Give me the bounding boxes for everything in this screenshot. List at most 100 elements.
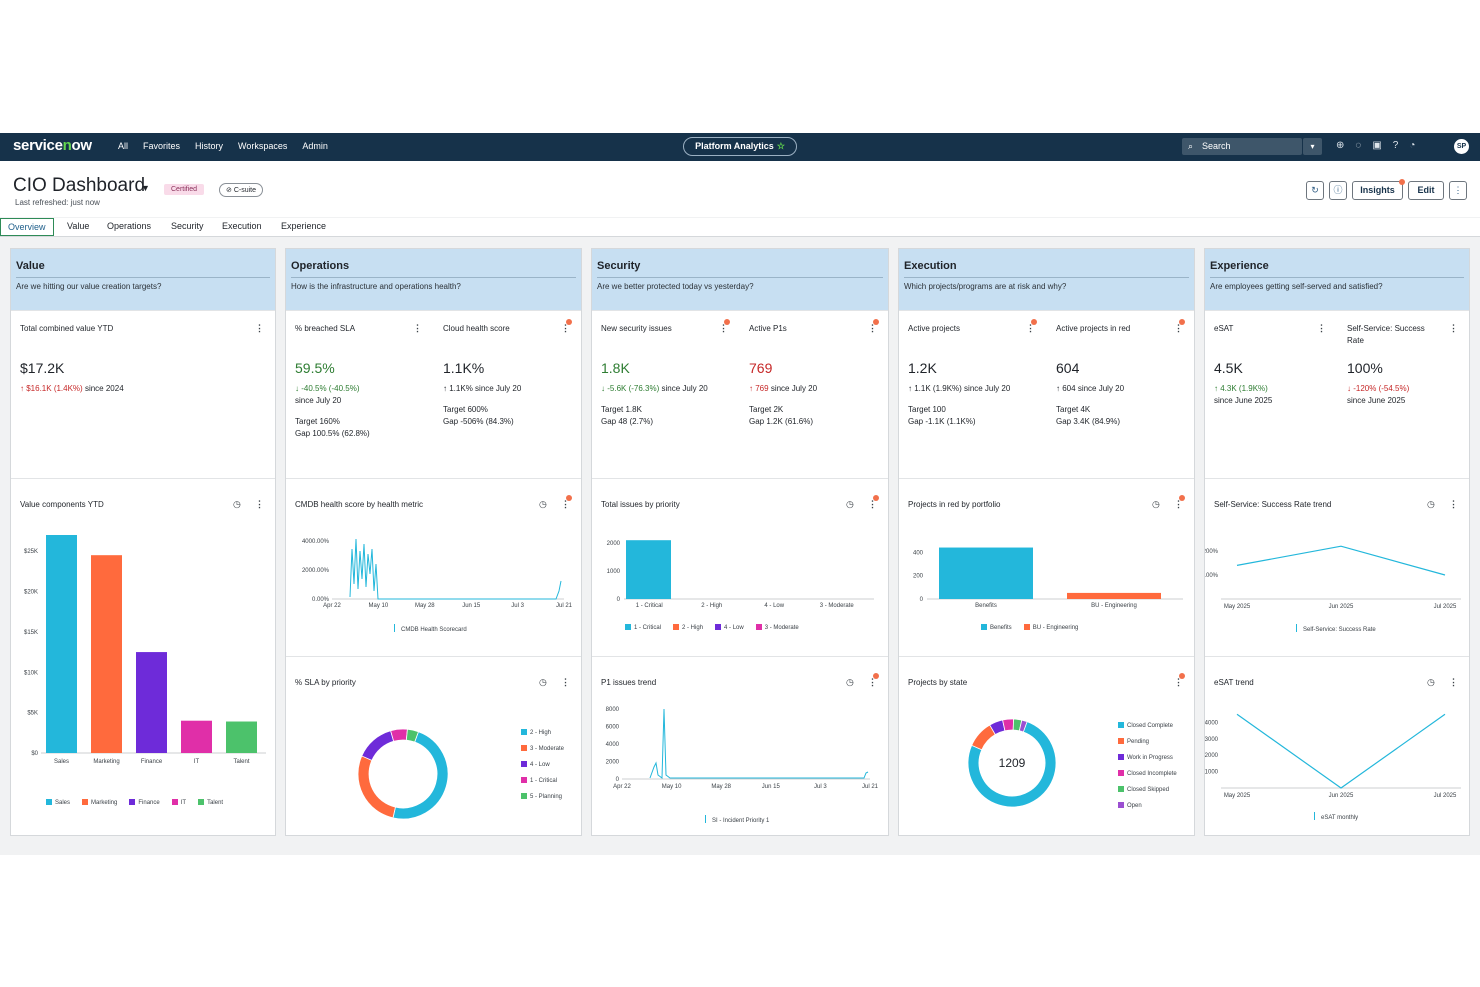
kebab-icon[interactable]: ⋮ [1449, 677, 1458, 687]
tag-badge[interactable]: ⊘ C-suite [219, 183, 263, 197]
x-tick-label: 4 - Low [764, 603, 784, 609]
globe-icon[interactable]: ⊕ [1336, 140, 1345, 151]
legend-item[interactable]: 1 - Critical [625, 624, 661, 632]
legend-item[interactable]: CMDB Health Scorecard [394, 624, 467, 634]
search-scope-dropdown[interactable]: ▾ [1303, 138, 1322, 155]
notification-dot [873, 495, 879, 501]
star-icon[interactable]: ☆ [776, 141, 785, 151]
history-icon[interactable]: ◷ [1152, 499, 1160, 509]
legend-item[interactable]: Work in Progress [1118, 754, 1177, 762]
legend-item[interactable]: Marketing [82, 799, 117, 807]
arrow-up-icon: ↑ [1214, 384, 1218, 393]
target-text: Target 160% [295, 417, 340, 426]
legend-item[interactable]: 3 - Moderate [755, 624, 799, 632]
notification-dot [1031, 319, 1037, 325]
legend-item[interactable]: Open [1118, 802, 1177, 810]
context-pill[interactable]: Platform Analytics ☆ [683, 137, 797, 156]
kebab-icon[interactable]: ⋮ [868, 677, 877, 687]
kebab-icon[interactable]: ⋮ [561, 677, 570, 687]
legend-item[interactable]: 4 - Low [521, 761, 564, 769]
legend-item[interactable]: Self-Service: Success Rate [1296, 624, 1376, 634]
kebab-icon[interactable]: ⋮ [1174, 323, 1183, 333]
legend-swatch [705, 815, 706, 823]
arrow-up-icon: ↑ [20, 384, 24, 393]
tab-overview[interactable]: Overview [0, 218, 54, 236]
tab-value[interactable]: Value [67, 221, 90, 231]
screen-icon[interactable]: ▣ [1372, 140, 1382, 151]
target-text: Target 600% [443, 405, 488, 414]
donut-slice [967, 721, 1057, 808]
insights-button[interactable]: Insights [1352, 179, 1405, 200]
legend-swatch [1314, 812, 1315, 820]
help-icon[interactable]: ? [1392, 140, 1399, 151]
kpi-since: since July 20 [472, 384, 522, 393]
menu-favorites[interactable]: Favorites [143, 141, 181, 151]
legend-item[interactable]: 1 - Critical [521, 777, 564, 785]
kebab-icon[interactable]: ⋮ [1449, 499, 1458, 509]
chat-icon[interactable]: ◌ [1355, 140, 1362, 151]
legend-item[interactable]: 4 - Low [715, 624, 744, 632]
legend-item[interactable]: eSAT monthly [1314, 812, 1358, 822]
legend-item[interactable]: Closed Skipped [1118, 786, 1177, 794]
chevron-down-icon[interactable]: ▼ [141, 183, 150, 193]
column-subtitle: Are employees getting self-served and sa… [1210, 282, 1383, 291]
kpi-delta: ↑ 604 since July 20 [1056, 383, 1124, 395]
legend-item[interactable]: 2 - High [521, 729, 564, 737]
menu-admin[interactable]: Admin [302, 141, 328, 151]
kebab-icon[interactable]: ⋮ [1026, 323, 1035, 333]
legend-item[interactable]: BU - Engineering [1023, 624, 1078, 632]
legend-item[interactable]: 2 - High [673, 624, 703, 632]
legend-item[interactable]: IT [171, 799, 186, 807]
kebab-icon[interactable]: ⋮ [1317, 323, 1326, 333]
kebab-icon[interactable]: ⋮ [719, 323, 728, 333]
history-icon[interactable]: ◷ [846, 499, 854, 509]
avatar[interactable]: SP [1454, 139, 1469, 154]
menu-history[interactable]: History [195, 141, 224, 151]
kebab-icon[interactable]: ⋮ [561, 323, 570, 333]
kebab-icon[interactable]: ⋮ [1449, 323, 1458, 333]
x-tick-label: Apr 22 [323, 603, 341, 609]
kebab-icon[interactable]: ⋮ [868, 323, 877, 333]
arrow-up-icon: ↑ [1056, 384, 1060, 393]
kebab-icon[interactable]: ⋮ [255, 499, 264, 509]
y-tick-label: 400 [913, 550, 924, 556]
history-icon[interactable]: ◷ [539, 677, 547, 687]
legend-item[interactable]: Benefits [981, 624, 1012, 632]
tab-security[interactable]: Security [171, 221, 204, 231]
kebab-icon[interactable]: ⋮ [1174, 499, 1183, 509]
legend-item[interactable]: SI - Incident Priority 1 [705, 815, 769, 825]
legend-item[interactable]: 5 - Planning [521, 793, 564, 801]
tab-operations[interactable]: Operations [107, 221, 152, 231]
edit-button[interactable]: Edit [1408, 181, 1444, 200]
legend-item[interactable]: Finance [129, 799, 160, 807]
refresh-button[interactable]: ↻ [1306, 181, 1324, 200]
column-title: Execution [904, 260, 957, 272]
kpi-since: since July 20 [768, 384, 818, 393]
history-icon[interactable]: ◷ [846, 677, 854, 687]
legend-label: Closed Complete [1127, 723, 1174, 729]
more-button[interactable]: ⋮ [1449, 181, 1467, 200]
tab-execution[interactable]: Execution [222, 221, 262, 231]
legend-item[interactable]: Pending [1118, 738, 1177, 746]
legend-item[interactable]: Closed Incomplete [1118, 770, 1177, 778]
history-icon[interactable]: ◷ [1427, 677, 1435, 687]
history-icon[interactable]: ◷ [539, 499, 547, 509]
kebab-icon[interactable]: ⋮ [868, 499, 877, 509]
kebab-icon[interactable]: ⋮ [1174, 677, 1183, 687]
kebab-icon[interactable]: ⋮ [561, 499, 570, 509]
tab-experience[interactable]: Experience [281, 221, 327, 231]
menu-all[interactable]: All [118, 141, 129, 151]
legend-item[interactable]: Sales [46, 799, 70, 807]
servicenow-logo[interactable]: servicenow [13, 137, 92, 154]
info-button[interactable]: ⓘ [1329, 181, 1347, 200]
global-search-input[interactable]: ⌕ Search [1182, 138, 1302, 155]
kebab-icon[interactable]: ⋮ [413, 323, 422, 333]
legend-item[interactable]: Talent [198, 799, 223, 807]
bell-icon[interactable]: ◔ [1409, 140, 1416, 151]
legend-item[interactable]: 3 - Moderate [521, 745, 564, 753]
history-icon[interactable]: ◷ [233, 499, 241, 509]
legend-item[interactable]: Closed Complete [1118, 722, 1177, 730]
menu-workspaces[interactable]: Workspaces [238, 141, 288, 151]
history-icon[interactable]: ◷ [1427, 499, 1435, 509]
kebab-icon[interactable]: ⋮ [255, 323, 264, 333]
